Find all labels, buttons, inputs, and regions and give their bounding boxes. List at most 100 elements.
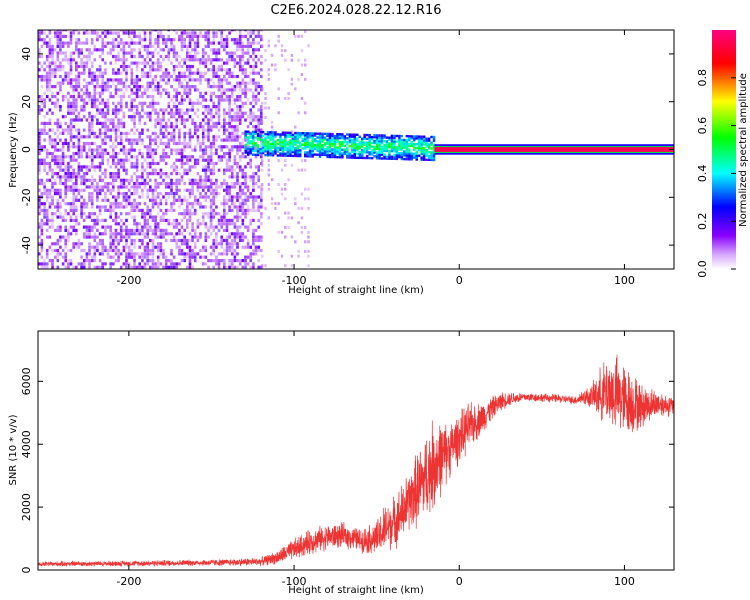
spectrogram-cell [403,138,406,142]
spectrogram-cell [77,168,81,172]
spectrogram-cell [230,185,234,189]
spectrogram-cell [186,212,189,216]
spectrogram-cell [167,185,171,189]
spectrogram-cell [45,58,49,62]
spectrogram-cell [249,142,252,145]
spectrogram-cell [151,151,155,156]
spectrogram-cell [199,125,202,129]
spectrogram-cell [207,165,210,169]
spectrogram-cell [135,165,139,169]
spectrogram-cell [135,138,139,142]
spectrogram-cell [223,41,226,45]
spectrogram-cell [209,111,213,115]
spectrogram-cell [77,175,81,179]
spectrogram-cell [358,145,361,148]
spectrogram-cell [223,74,226,79]
spectrogram-cell [135,34,139,38]
spectrogram-cell [385,149,389,153]
spectrogram-cell [212,101,215,105]
spectrogram-cell [228,195,231,199]
spectrogram-cell [246,208,250,212]
spectrogram-cell [280,44,284,48]
spectrogram-cell [183,88,186,92]
spectrogram-cell [204,128,208,132]
spectrogram-cell [106,198,110,202]
spectrogram-cell [400,148,404,151]
spectrogram-cell [254,195,258,199]
spectrogram-cell [201,148,205,152]
spectrogram-cell [53,255,57,259]
spectrogram-cell [167,38,171,42]
spectrogram-cell [196,98,200,102]
spectrogram-cell [56,44,60,48]
spectrogram-cell [236,105,239,109]
spectrogram-cell [122,158,126,162]
spectrogram-cell [180,232,184,236]
spectrogram-cell [318,138,322,141]
spectrogram-cell [56,158,60,162]
spectrogram-cell [238,58,242,62]
spectrogram-cell [69,34,73,38]
spectrogram-cell [209,192,213,196]
spectrogram-cell [175,185,178,189]
spectrogram-cell [45,255,49,259]
spectrogram-cell [178,148,181,152]
spectrogram-cell [183,91,186,95]
spectrogram-cell [306,143,309,146]
spectrogram-cell [375,153,379,156]
spectrogram-cell [180,38,184,42]
spectrogram-cell [274,146,277,149]
spectrogram-cell [254,95,258,99]
spectrogram-cell [188,255,192,259]
spectrogram-cell [75,185,78,189]
spectrogram-cell [164,218,168,222]
spectrogram-cell [53,131,57,135]
spectrogram-cell [304,139,307,143]
spectrogram-cell [238,165,242,169]
spectrogram-cell [220,218,223,222]
spectrogram-cell [223,91,226,95]
spectrogram-cell [51,101,54,105]
spectrogram-cell [127,212,131,216]
spectrogram-cell [159,175,163,179]
spectrogram-cell [45,81,49,85]
spectrogram-cell [143,182,147,186]
spectrogram-cell [193,48,197,52]
spectrogram-cell [162,34,165,38]
spectrogram-cell [93,98,97,102]
spectrogram-cell [119,252,123,256]
spectrogram-cell [254,208,258,212]
spectrogram-cell [261,146,265,149]
spectrogram-cell [257,208,260,212]
spectrogram-cell [38,51,41,55]
spectrogram-cell [146,88,149,92]
spectrogram-cell [104,172,107,176]
spectrogram-cell [244,74,247,79]
spectrogram-cell [351,156,354,159]
spectrogram-cell [215,54,218,59]
spectrogram-cell [67,155,70,159]
spectrogram-cell [193,78,197,82]
spectrogram-cell [109,145,112,149]
spectrogram-cell [284,154,287,157]
spectrogram-cell [178,101,181,105]
spectrogram-cell [69,165,73,169]
spectrogram-cell [333,136,337,140]
spectrogram-cell [316,136,319,139]
spectrogram-cell [257,165,260,169]
spectrogram-cell [69,121,73,125]
spectrogram-cell [59,168,62,172]
spectrogram-cell [112,101,115,105]
spectrogram-cell [296,135,299,139]
spectrogram-cell [209,158,213,162]
y-tick-label: 2000 [20,493,33,521]
spectrogram-cell [56,148,60,152]
spectrogram-cell [279,139,282,142]
spectrogram-cell [246,198,250,202]
spectrogram-cell [346,148,349,151]
spectrogram-cell [328,138,332,141]
spectrogram-cell [167,125,171,129]
spectrogram-cell [266,132,270,136]
spectrogram-cell [38,61,41,65]
spectrogram-cell [61,168,65,172]
